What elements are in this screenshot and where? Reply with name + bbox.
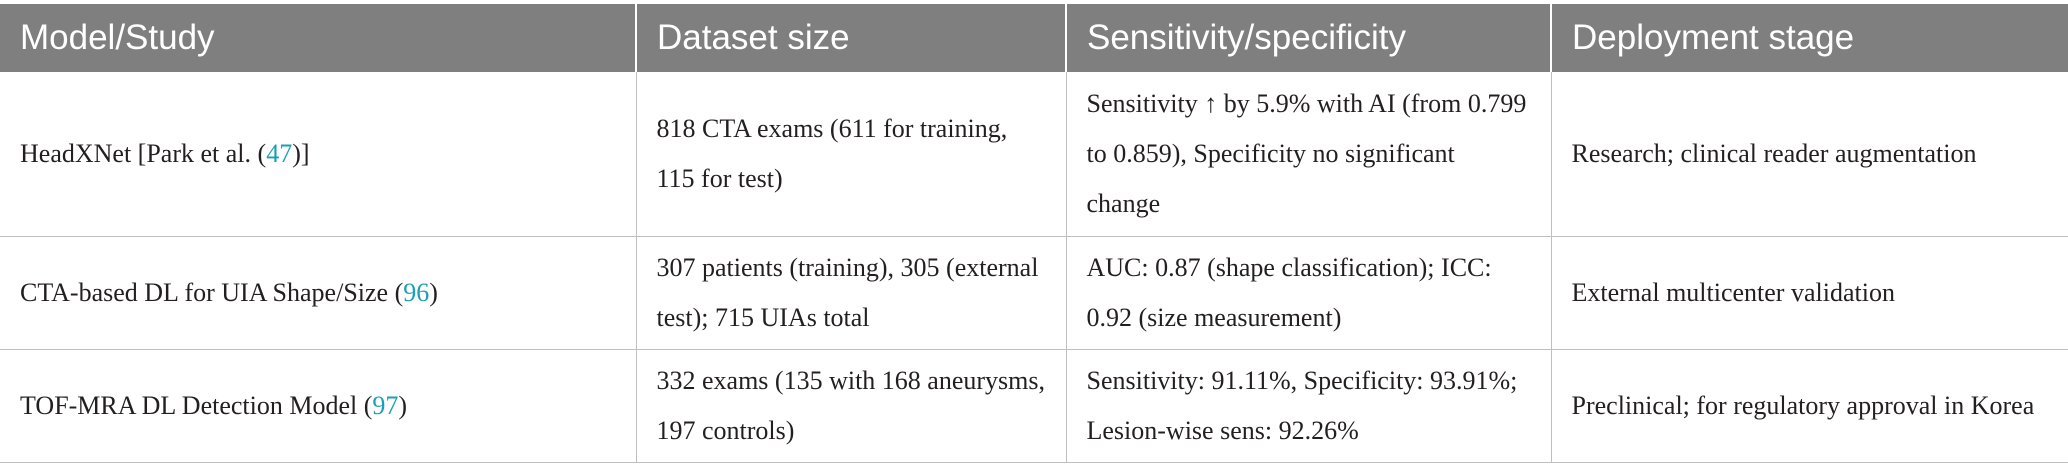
model-name: TOF-MRA DL Detection Model (	[20, 391, 373, 420]
header-deployment-stage: Deployment stage	[1550, 4, 2068, 72]
table-body: HeadXNet [Park et al. (47)] 818 CTA exam…	[0, 72, 2068, 463]
cell-dataset: 332 exams (135 with 168 aneurysms, 197 c…	[635, 349, 1066, 463]
table-row: TOF-MRA DL Detection Model (97) 332 exam…	[0, 349, 2068, 463]
cell-sensitivity-specificity: Sensitivity ↑ by 5.9% with AI (from 0.79…	[1065, 72, 1551, 237]
cell-model: CTA-based DL for UIA Shape/Size (96)	[0, 236, 636, 350]
model-name: CTA-based DL for UIA Shape/Size (	[20, 278, 404, 307]
model-name-suffix: )]	[292, 139, 310, 168]
table-container: Model/Study Dataset size Sensitivity/spe…	[0, 4, 2068, 463]
cell-stage: Preclinical; for regulatory approval in …	[1550, 349, 2068, 463]
header-sensitivity-specificity: Sensitivity/specificity	[1065, 4, 1551, 72]
model-name-suffix: )	[429, 278, 438, 307]
cell-stage: Research; clinical reader augmentation	[1550, 72, 2068, 237]
model-name: HeadXNet [Park et al. (	[20, 139, 267, 168]
cell-model: TOF-MRA DL Detection Model (97)	[0, 349, 636, 463]
cell-sensitivity-specificity: Sensitivity: 91.11%, Specificity: 93.91%…	[1065, 349, 1551, 463]
table-row: HeadXNet [Park et al. (47)] 818 CTA exam…	[0, 72, 2068, 237]
table-header: Model/Study Dataset size Sensitivity/spe…	[0, 4, 2068, 72]
reference-link[interactable]: 47	[266, 139, 293, 168]
cell-dataset: 307 patients (training), 305 (external t…	[635, 236, 1066, 350]
header-model-study: Model/Study	[0, 4, 636, 72]
reference-link[interactable]: 96	[403, 278, 430, 307]
comparison-table: Model/Study Dataset size Sensitivity/spe…	[0, 4, 2068, 463]
table-row: CTA-based DL for UIA Shape/Size (96) 307…	[0, 236, 2068, 350]
model-name-suffix: )	[398, 391, 408, 420]
reference-link[interactable]: 97	[372, 391, 399, 420]
cell-sensitivity-specificity: AUC: 0.87 (shape classification); ICC: 0…	[1065, 236, 1551, 350]
header-dataset-size: Dataset size	[635, 4, 1066, 72]
cell-model: HeadXNet [Park et al. (47)]	[0, 72, 636, 237]
header-row: Model/Study Dataset size Sensitivity/spe…	[0, 4, 2068, 72]
cell-stage: External multicenter validation	[1550, 236, 2068, 350]
cell-dataset: 818 CTA exams (611 for training, 115 for…	[635, 72, 1066, 237]
